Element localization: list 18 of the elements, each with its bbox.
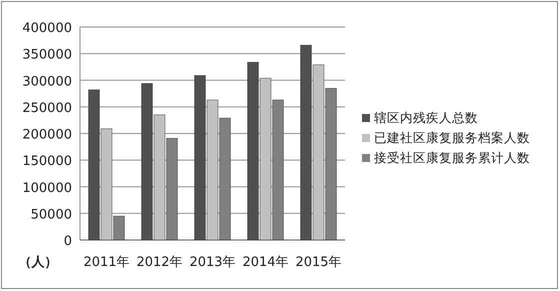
x-tick-label: 2014年 bbox=[242, 255, 289, 270]
legend-label: 接受社区康复服务累计人数 bbox=[374, 150, 530, 165]
x-tick-label: 2011年 bbox=[83, 255, 130, 270]
x-tick-label: 2013年 bbox=[189, 255, 236, 270]
y-tick-label: 100000 bbox=[22, 180, 72, 196]
y-tick-label: 50000 bbox=[30, 207, 72, 222]
legend-label: 已建社区康复服务档案人数 bbox=[374, 130, 530, 145]
y-tick-label: 200000 bbox=[22, 128, 72, 142]
x-tick-label: 2015年 bbox=[295, 255, 342, 270]
y-tick-label: 0 bbox=[64, 234, 72, 249]
y-tick-label: 400000 bbox=[22, 21, 72, 36]
y-tick-label: 350000 bbox=[22, 48, 72, 63]
y-tick-label: 300000 bbox=[22, 74, 72, 90]
y-axis-title: （人） bbox=[18, 255, 58, 270]
y-tick-label: 250000 bbox=[22, 100, 72, 116]
y-tick-label: 150000 bbox=[22, 154, 72, 170]
x-tick-label: 2012年 bbox=[136, 255, 183, 270]
legend-label: 辖区内残疾人总数 bbox=[374, 110, 478, 125]
